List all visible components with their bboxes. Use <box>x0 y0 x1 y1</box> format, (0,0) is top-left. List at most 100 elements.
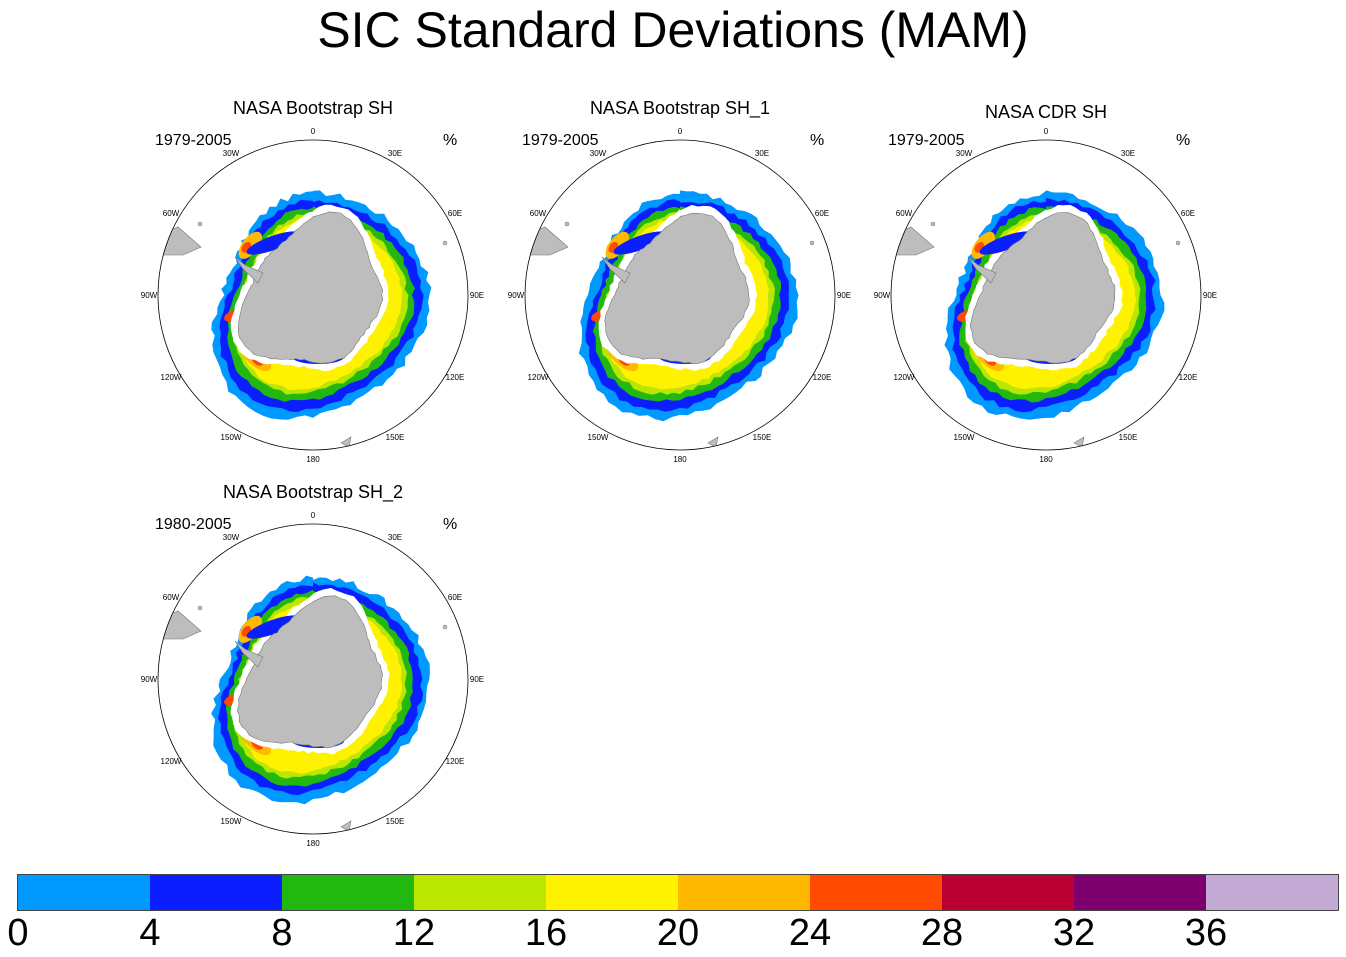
sea-ice-field <box>158 190 448 448</box>
longitude-label: 30E <box>388 149 402 158</box>
longitude-label: 150E <box>753 433 772 442</box>
panel-units: % <box>1176 132 1191 149</box>
colorbar-swatch <box>1206 875 1338 910</box>
colorbar-tick-label: 8 <box>271 912 293 954</box>
new-zealand-tip <box>340 436 352 448</box>
longitude-label: 60E <box>448 209 462 218</box>
colorbar-tick-label: 24 <box>788 912 832 954</box>
antarctic-peninsula <box>601 256 631 284</box>
longitude-label: 30E <box>1121 149 1135 158</box>
longitude-label: 0 <box>1044 127 1049 136</box>
polar-map: 0 30E 60E 90E 120E 150E 180 150W 120W 90W 60W 30W <box>508 127 851 464</box>
new-zealand-tip <box>340 820 352 832</box>
longitude-label: 90W <box>141 291 158 300</box>
longitude-label: 150E <box>1119 433 1138 442</box>
new-zealand-tip <box>707 436 719 448</box>
longitude-label: 120E <box>446 757 465 766</box>
colorbar-tick-label: 4 <box>139 912 161 954</box>
falkland-islands <box>197 221 203 227</box>
longitude-label: 90E <box>1203 291 1217 300</box>
panel-title: NASA CDR SH <box>984 102 1108 122</box>
longitude-label: 180 <box>306 455 320 464</box>
antarctica-landmass <box>236 595 383 749</box>
weddell-sea-low-sd <box>246 615 300 639</box>
longitude-label: 0 <box>311 127 316 136</box>
longitude-label: 150E <box>386 817 405 826</box>
longitude-label: 30E <box>755 149 769 158</box>
colorbar-tick-label: 28 <box>920 912 964 954</box>
colorbar-tick-label: 12 <box>392 912 436 954</box>
weddell-sea-low-sd <box>246 231 300 255</box>
longitude-label: 60W <box>896 209 913 218</box>
longitude-label: 120W <box>161 373 182 382</box>
longitude-label: 180 <box>1039 455 1053 464</box>
longitude-label: 30W <box>956 149 973 158</box>
longitude-label: 150E <box>386 433 405 442</box>
longitude-label: 90E <box>837 291 851 300</box>
kerguelen-island <box>442 624 448 630</box>
map-boundary <box>157 523 469 835</box>
panel-units: % <box>443 516 458 533</box>
colorbar-swatch <box>18 875 150 910</box>
colorbar-tick-label: 0 <box>7 912 29 954</box>
colorbar-swatch <box>1074 875 1206 910</box>
panel-units: % <box>443 132 458 149</box>
longitude-label: 90E <box>470 291 484 300</box>
longitude-label: 180 <box>673 455 687 464</box>
panel-title: NASA Bootstrap SH_2 <box>222 482 404 502</box>
antarctic-peninsula <box>234 640 264 668</box>
longitude-label: 120E <box>813 373 832 382</box>
longitude-label: 30W <box>223 149 240 158</box>
polar-map: 0 30E 60E 90E 120E 150E 180 150W 120W 90W 60W 30W <box>874 127 1217 464</box>
longitude-label: 120W <box>528 373 549 382</box>
panel-title: NASA Bootstrap SH <box>232 98 394 118</box>
colorbar-tick-label: 20 <box>656 912 700 954</box>
antarctica-landmass <box>604 212 750 365</box>
falkland-islands <box>930 221 936 227</box>
kerguelen-island <box>809 240 815 246</box>
longitude-label: 150W <box>221 433 242 442</box>
weddell-sea-low-sd <box>613 231 667 255</box>
weddell-sea-low-sd <box>979 231 1033 255</box>
colorbar-tick-label: 36 <box>1184 912 1228 954</box>
longitude-label: 60E <box>448 593 462 602</box>
longitude-label: 90W <box>874 291 891 300</box>
colorbar-swatch <box>150 875 282 910</box>
kerguelen-island <box>442 240 448 246</box>
longitude-label: 120W <box>894 373 915 382</box>
longitude-label: 180 <box>306 839 320 848</box>
panel-units: % <box>810 132 825 149</box>
sea-ice-field <box>525 190 815 448</box>
longitude-label: 90E <box>470 675 484 684</box>
colorbar-swatch <box>810 875 942 910</box>
longitude-label: 60W <box>163 209 180 218</box>
longitude-label: 150W <box>588 433 609 442</box>
longitude-label: 60E <box>815 209 829 218</box>
antarctica-landmass <box>969 212 1116 364</box>
panel-period: 1979-2005 <box>522 132 599 149</box>
longitude-label: 120E <box>1179 373 1198 382</box>
longitude-label: 120W <box>161 757 182 766</box>
longitude-label: 90W <box>141 675 158 684</box>
falkland-islands <box>564 221 570 227</box>
longitude-label: 0 <box>311 511 316 520</box>
antarctic-peninsula <box>967 256 997 284</box>
longitude-label: 60E <box>1181 209 1195 218</box>
longitude-label: 30W <box>590 149 607 158</box>
panel-period: 1979-2005 <box>888 132 965 149</box>
longitude-label: 30E <box>388 533 402 542</box>
map-boundary <box>157 139 469 451</box>
longitude-label: 0 <box>678 127 683 136</box>
longitude-label: 60W <box>530 209 547 218</box>
panel-period: 1979-2005 <box>155 132 232 149</box>
sea-ice-field <box>158 575 448 832</box>
colorbar-tick-label: 16 <box>524 912 568 954</box>
longitude-label: 30W <box>223 533 240 542</box>
antarctic-peninsula <box>234 256 264 284</box>
polar-map: 0 30E 60E 90E 120E 150E 180 150W 120W 90W 60W 30W <box>141 127 484 464</box>
colorbar-swatch <box>678 875 810 910</box>
polar-map: 0 30E 60E 90E 120E 150E 180 150W 120W 90W 60W 30W <box>141 511 484 848</box>
longitude-label: 120E <box>446 373 465 382</box>
main-title: SIC Standard Deviations (MAM) <box>317 2 1029 58</box>
longitude-label: 150W <box>221 817 242 826</box>
